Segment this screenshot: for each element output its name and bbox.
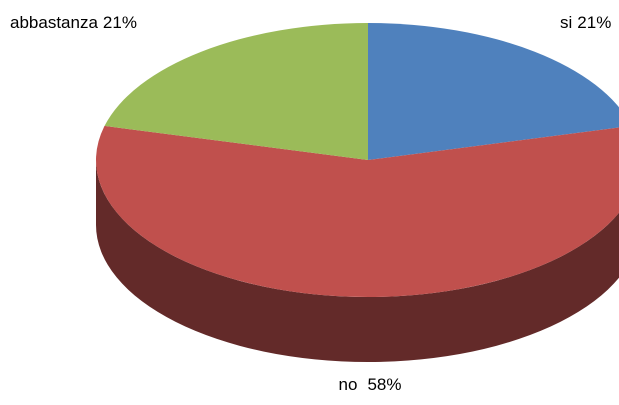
slice xyxy=(368,23,619,160)
value-label: 58% xyxy=(367,375,401,394)
slice-label: si 21% xyxy=(560,13,611,32)
slice-label: no 58% xyxy=(339,375,402,394)
slice xyxy=(96,125,619,297)
category-label: si xyxy=(560,13,572,32)
value-label: 21% xyxy=(103,13,137,32)
slice-side xyxy=(96,160,619,362)
category-label: abbastanza xyxy=(10,13,98,32)
category-label: no xyxy=(339,375,358,394)
slice-label: abbastanza 21% xyxy=(10,13,137,32)
value-label: 21% xyxy=(577,13,611,32)
slice xyxy=(104,23,368,160)
